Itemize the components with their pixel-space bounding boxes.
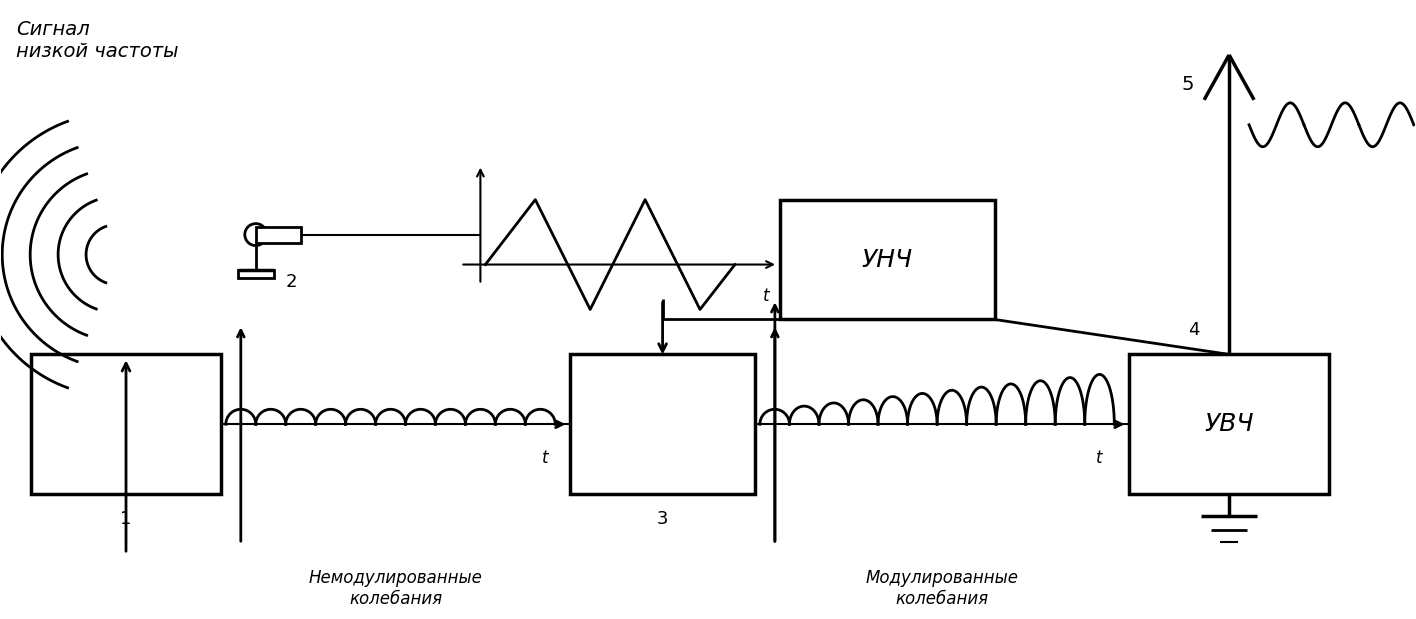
Text: 2: 2 [286,272,297,290]
Text: Немодулированные
колебания: Немодулированные колебания [309,569,483,608]
Bar [780,200,994,319]
Bar [238,269,273,277]
Text: Сигнал
низкой частоты: Сигнал низкой частоты [16,20,178,61]
Text: t: t [763,287,770,305]
Text: 4: 4 [1188,321,1199,339]
Text: 3: 3 [657,510,668,528]
Text: 1: 1 [120,510,132,528]
Text: УНЧ: УНЧ [861,248,913,272]
Text: t: t [542,449,548,467]
Bar [571,355,755,494]
Bar [31,355,221,494]
Text: Модулированные
колебания: Модулированные колебания [865,569,1018,608]
Text: 5: 5 [1182,76,1194,94]
Bar [1130,355,1330,494]
Text: УВЧ: УВЧ [1205,412,1253,436]
Bar [256,227,300,243]
Text: t: t [1096,449,1103,467]
Circle shape [245,223,266,246]
